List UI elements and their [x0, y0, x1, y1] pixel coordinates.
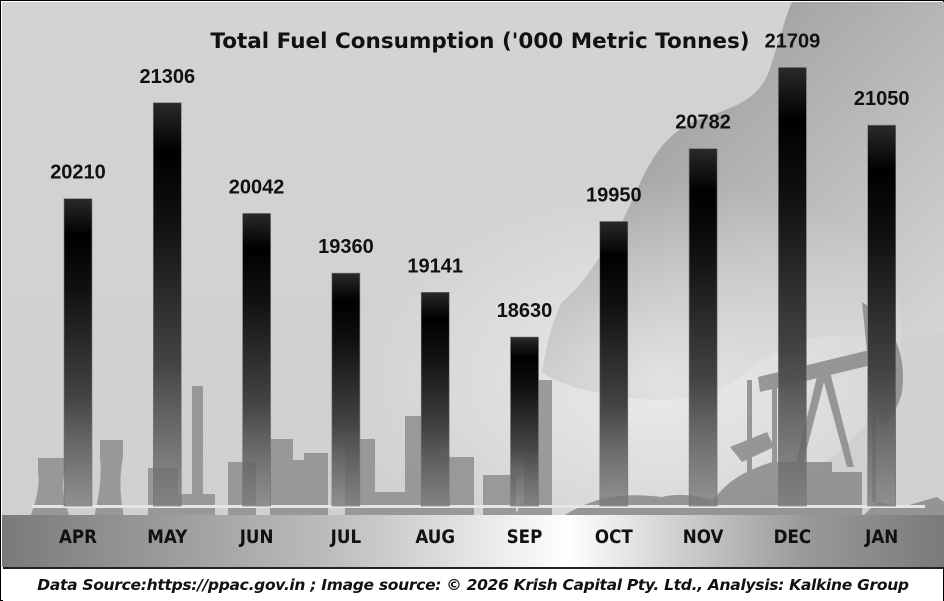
- data-label-jun: 20042: [229, 176, 285, 198]
- x-tick-sep: SEP: [507, 526, 543, 548]
- x-tick-nov: NOV: [683, 526, 724, 548]
- x-tick-oct: OCT: [595, 526, 634, 548]
- data-label-oct: 19950: [586, 184, 642, 206]
- data-labels-layer: 20210 21306 20042 19360 19141 18630 19950 20782…: [50, 30, 909, 322]
- baseline: [32, 505, 925, 508]
- bar-jun: [242, 213, 271, 507]
- x-tick-apr: APR: [59, 526, 97, 548]
- bar-jan: [867, 124, 897, 507]
- bar-dec: [778, 67, 807, 507]
- x-tick-jun: JUN: [239, 526, 274, 548]
- data-label-sep: 18630: [497, 300, 553, 322]
- bar-aug: [420, 291, 450, 507]
- bar-apr: [63, 198, 93, 507]
- bar-jul: [331, 272, 361, 507]
- data-source-footer: Data Source:https://ppac.gov.in ; Image …: [3, 567, 943, 601]
- chart-title: Total Fuel Consumption ('000 Metric Tonn…: [210, 29, 749, 54]
- bar-nov: [688, 148, 718, 507]
- ground-strip: [2, 515, 944, 567]
- bars-layer: [63, 67, 897, 507]
- data-label-dec: 21709: [765, 30, 821, 52]
- x-tick-aug: AUG: [415, 526, 455, 548]
- data-label-apr: 20210: [50, 162, 106, 184]
- x-tick-jul: JUL: [330, 526, 361, 548]
- x-tick-jan: JAN: [864, 526, 898, 548]
- source-text: Data Source:https://ppac.gov.in ; Image …: [37, 576, 909, 594]
- bar-sep: [510, 336, 539, 507]
- data-label-jan: 21050: [854, 88, 910, 110]
- data-label-jul: 19360: [318, 236, 374, 258]
- bar-may: [153, 102, 182, 507]
- x-tick-dec: DEC: [774, 526, 812, 548]
- bar-oct: [599, 221, 629, 507]
- x-tick-may: MAY: [147, 526, 188, 548]
- chart-canvas: Total Fuel Consumption ('000 Metric Tonn…: [2, 2, 944, 567]
- data-label-nov: 20782: [675, 112, 731, 134]
- data-label-aug: 19141: [407, 255, 463, 277]
- data-label-may: 21306: [139, 66, 195, 88]
- x-axis-ticks: APR MAY JUN JUL AUG SEP OCT NOV DEC JAN: [59, 526, 898, 548]
